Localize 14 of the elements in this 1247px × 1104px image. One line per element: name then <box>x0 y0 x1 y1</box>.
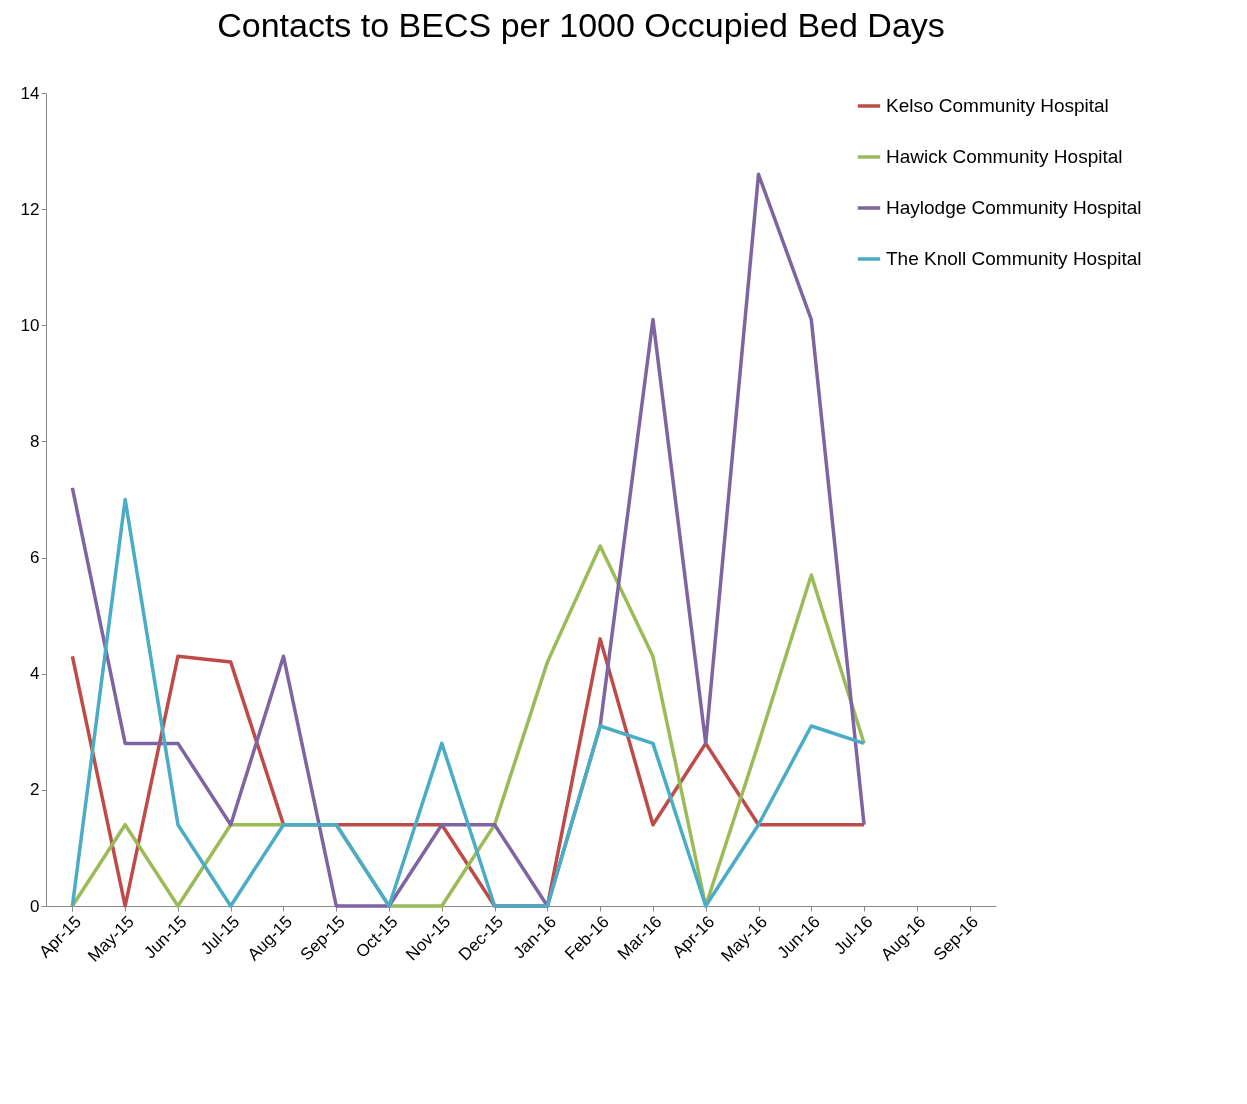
legend-label: The Knoll Community Hospital <box>886 248 1142 269</box>
y-tick-label: 14 <box>20 83 40 103</box>
y-tick-label: 8 <box>30 431 40 451</box>
y-tick-label: 2 <box>30 780 40 800</box>
y-tick-label: 10 <box>20 315 40 335</box>
legend-label: Hawick Community Hospital <box>886 146 1123 167</box>
y-tick-label: 6 <box>30 548 40 568</box>
legend-label: Haylodge Community Hospital <box>886 197 1142 218</box>
y-tick-label: 12 <box>20 199 40 219</box>
y-tick-label: 0 <box>30 896 40 916</box>
line-series <box>70 172 866 908</box>
chart-title: Contacts to BECS per 1000 Occupied Bed Days <box>217 6 945 44</box>
y-tick-label: 4 <box>30 664 40 684</box>
legend-label: Kelso Community Hospital <box>886 95 1109 116</box>
